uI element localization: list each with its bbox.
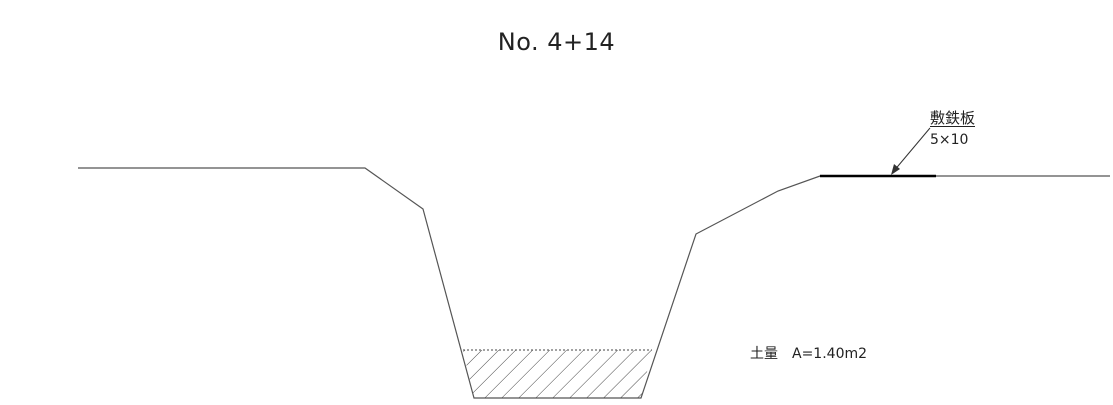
section-title: No. 4+14 bbox=[497, 28, 616, 56]
area-value-text: A=1.40m2 bbox=[792, 346, 868, 362]
area-label-text: 土量 bbox=[750, 346, 778, 362]
area-annotation: 土量 A=1.40m2 bbox=[750, 343, 867, 363]
soil-hatch-area bbox=[463, 349, 652, 398]
plate-label: 敷鉄板 bbox=[930, 109, 976, 127]
callout-leader bbox=[891, 127, 931, 175]
plate-size: 5×10 bbox=[930, 132, 969, 148]
